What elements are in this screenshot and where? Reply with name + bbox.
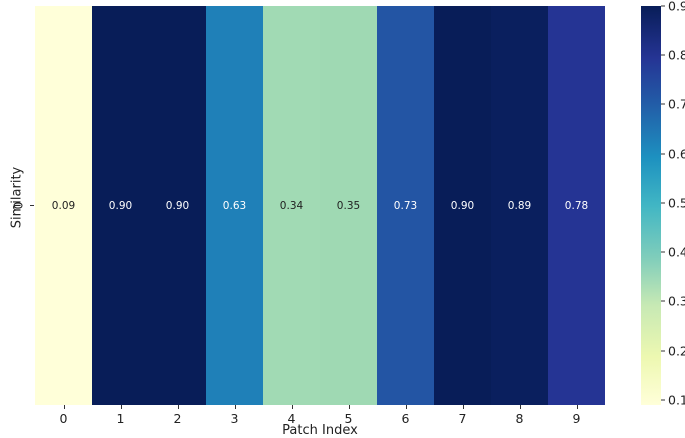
heatmap-cell: 0.89 (491, 6, 548, 405)
x-tick: 4 (263, 405, 320, 426)
colorbar (641, 6, 661, 405)
colorbar-tick: 0.3 (661, 294, 685, 309)
colorbar-tick: 0.4 (661, 245, 685, 260)
colorbar-tick: 0.8 (661, 48, 685, 63)
x-tick: 3 (206, 405, 263, 426)
colorbar-tick: 0.5 (661, 196, 685, 211)
cell-value: 0.34 (279, 199, 304, 212)
heatmap-cell: 0.90 (92, 6, 149, 405)
cell-value: 0.35 (336, 199, 361, 212)
heatmap-cell: 0.63 (206, 6, 263, 405)
heatmap-cell: 0.34 (263, 6, 320, 405)
x-tick: 8 (491, 405, 548, 426)
heatmap-cell: 0.35 (320, 6, 377, 405)
colorbar-tick: 0.1 (661, 393, 685, 408)
cell-value: 0.73 (393, 199, 418, 212)
colorbar-tick: 0.2 (661, 344, 685, 359)
x-tick: 0 (35, 405, 92, 426)
x-axis-label: Patch Index (282, 423, 358, 438)
colorbar-tick: 0.9 (661, 0, 685, 14)
y-tick-mark (30, 205, 34, 206)
x-tick: 5 (320, 405, 377, 426)
heatmap-cell: 0.78 (548, 6, 605, 405)
x-tick: 2 (149, 405, 206, 426)
x-axis-ticks: 0 1 2 3 4 5 6 7 8 9 (35, 405, 605, 426)
colorbar-tick: 0.6 (661, 147, 685, 162)
x-tick: 1 (92, 405, 149, 426)
x-tick: 6 (377, 405, 434, 426)
heatmap-cell: 0.09 (35, 6, 92, 405)
y-axis-label: Similarity (9, 166, 25, 229)
cell-value: 0.09 (51, 199, 76, 212)
heatmap-grid: 0.09 0.90 0.90 0.63 0.34 0.35 0.73 0.90 … (35, 6, 605, 405)
cell-value: 0.90 (108, 199, 133, 212)
cell-value: 0.63 (222, 199, 247, 212)
x-tick: 9 (548, 405, 605, 426)
cell-value: 0.78 (564, 199, 589, 212)
cell-value: 0.90 (165, 199, 190, 212)
colorbar-tick: 0.7 (661, 97, 685, 112)
heatmap-cell: 0.90 (434, 6, 491, 405)
y-tick: 0 (10, 201, 26, 210)
cell-value: 0.89 (507, 199, 532, 212)
x-tick: 7 (434, 405, 491, 426)
cell-value: 0.90 (450, 199, 475, 212)
heatmap-cell: 0.90 (149, 6, 206, 405)
heatmap-cell: 0.73 (377, 6, 434, 405)
